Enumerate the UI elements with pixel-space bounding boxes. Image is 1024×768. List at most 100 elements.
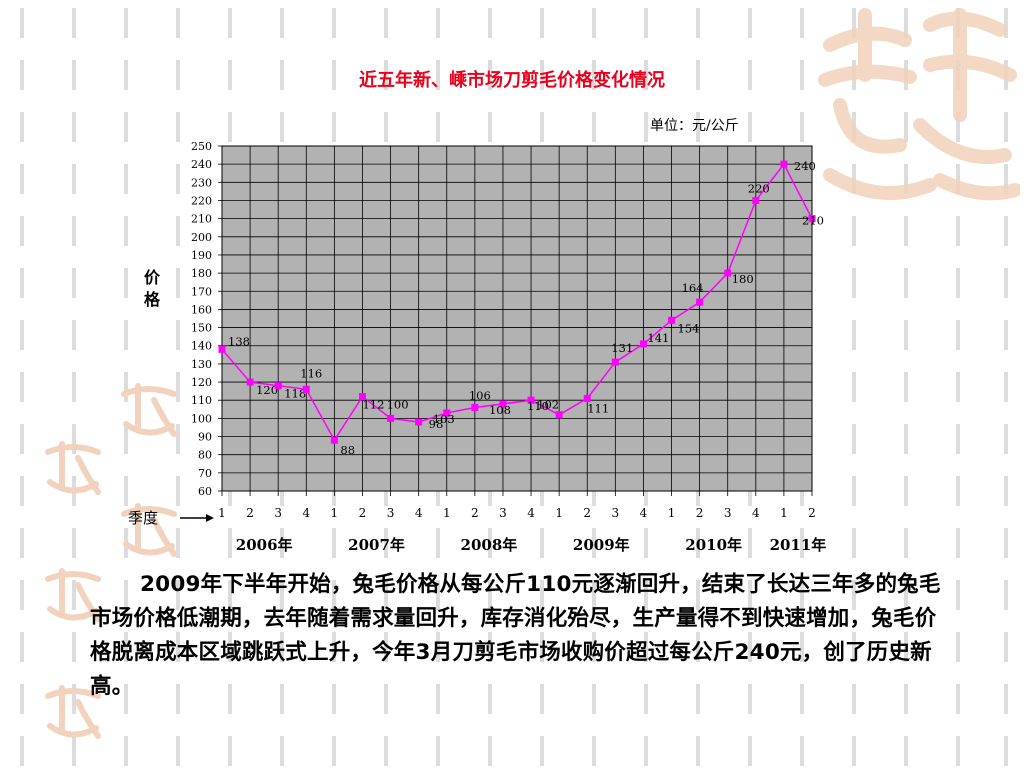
decor-bar — [176, 528, 180, 558]
decor-bar — [20, 60, 24, 90]
decor-bar — [176, 632, 180, 662]
decor-bar — [228, 736, 232, 766]
decor-bar — [644, 8, 648, 38]
decor-bar — [956, 684, 960, 714]
y-tick-label: 130 — [191, 358, 212, 371]
decor-bar — [124, 424, 128, 454]
decor-bar — [644, 528, 648, 558]
decor-bar — [436, 8, 440, 38]
decor-bar — [904, 112, 908, 142]
decor-bar — [852, 8, 856, 38]
chart-title: 近五年新、嵊市场刀剪毛价格变化情况 — [359, 70, 665, 91]
data-point — [443, 409, 451, 417]
y-tick-label: 70 — [198, 467, 212, 480]
decor-bar — [280, 528, 284, 558]
decor-bar — [904, 8, 908, 38]
data-point — [639, 340, 647, 348]
decor-bar — [20, 372, 24, 402]
data-label: 210 — [802, 214, 824, 228]
data-label: 98 — [429, 417, 444, 431]
paragraph-run: 元，创了历史新高。 — [90, 640, 932, 699]
decor-bar — [748, 736, 752, 766]
decor-bar — [956, 268, 960, 298]
data-label: 138 — [228, 334, 250, 348]
decor-bar — [852, 320, 856, 350]
y-tick-label: 80 — [198, 449, 212, 462]
decor-bar — [956, 528, 960, 558]
decor-bar — [904, 476, 908, 506]
decor-bar — [176, 320, 180, 350]
decor-bar — [1004, 8, 1008, 38]
decor-bar — [228, 8, 232, 38]
decor-bar — [72, 580, 76, 610]
decor-bar — [488, 736, 492, 766]
decor-bar — [332, 632, 336, 662]
x-tick-label: 1 — [443, 506, 451, 520]
decor-bar — [332, 112, 336, 142]
decor-bar — [696, 8, 700, 38]
decor-bar — [384, 112, 388, 142]
decor-bar — [124, 8, 128, 38]
decor-bar — [124, 60, 128, 90]
decor-bar — [332, 684, 336, 714]
y-tick-label: 170 — [191, 285, 212, 298]
decor-bar — [176, 684, 180, 714]
decor-bar — [800, 8, 804, 38]
decor-bar — [228, 580, 232, 610]
decor-bar — [852, 424, 856, 454]
x-tick-label: 2 — [696, 506, 704, 520]
decor-bar — [956, 216, 960, 246]
series-line — [221, 162, 813, 442]
decor-bar — [228, 112, 232, 142]
description-paragraph: 2009年下半年开始，兔毛价格从每公斤110元逐渐回升，结束了长达三年多的兔毛市… — [90, 568, 950, 704]
paragraph-run: 240 — [734, 640, 780, 665]
x-tick-label: 1 — [668, 506, 676, 520]
decor-bar — [540, 632, 544, 662]
x-tick-label: 3 — [499, 506, 507, 520]
data-point — [358, 393, 366, 401]
data-point — [471, 403, 479, 411]
data-point — [752, 196, 760, 204]
x-tick-label: 2 — [359, 506, 367, 520]
decor-bar — [280, 684, 284, 714]
x-tick-label: 2 — [808, 506, 816, 520]
decor-bar — [176, 424, 180, 454]
decor-bar — [1004, 424, 1008, 454]
data-label: 102 — [537, 398, 559, 412]
decor-bar — [384, 684, 388, 714]
decor-bar — [384, 632, 388, 662]
decor-bar — [124, 112, 128, 142]
x-tick-label: 2 — [246, 506, 254, 520]
decor-bar — [904, 268, 908, 298]
decor-bar — [852, 632, 856, 662]
decor-bar — [20, 632, 24, 662]
decor-bar — [800, 60, 804, 90]
decor-bar — [956, 424, 960, 454]
decor-bar — [540, 684, 544, 714]
decor-bar — [124, 216, 128, 246]
decor-bar — [72, 736, 76, 766]
data-point — [724, 269, 732, 277]
decor-bar — [228, 632, 232, 662]
decor-bar — [72, 632, 76, 662]
decor-bar — [852, 736, 856, 766]
decor-bar — [332, 580, 336, 610]
data-label: 110 — [527, 399, 549, 413]
data-point — [555, 411, 563, 419]
decor-bar — [1004, 164, 1008, 194]
data-label: 111 — [587, 401, 609, 415]
decor-bar — [800, 736, 804, 766]
decor-bar — [228, 684, 232, 714]
decor-bar — [176, 8, 180, 38]
data-label: 108 — [489, 403, 511, 417]
decor-bar — [488, 8, 492, 38]
decor-bar — [696, 684, 700, 714]
data-label: 154 — [678, 321, 700, 335]
x-tick-label: 1 — [555, 506, 563, 520]
decor-bar — [332, 528, 336, 558]
decor-bar — [72, 528, 76, 558]
x-tick-label: 3 — [612, 506, 620, 520]
decor-bar — [592, 580, 596, 610]
decor-bar — [956, 112, 960, 142]
decor-bar — [592, 684, 596, 714]
